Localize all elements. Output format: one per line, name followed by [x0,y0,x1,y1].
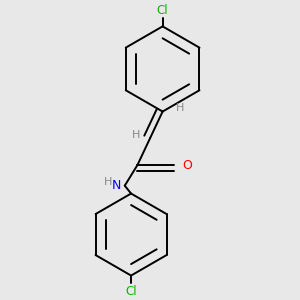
Text: Cl: Cl [125,285,137,298]
Text: O: O [182,159,192,172]
Text: H: H [104,177,112,187]
Text: Cl: Cl [157,4,168,17]
Text: H: H [132,130,140,140]
Text: H: H [176,103,184,113]
Text: N: N [112,178,121,191]
